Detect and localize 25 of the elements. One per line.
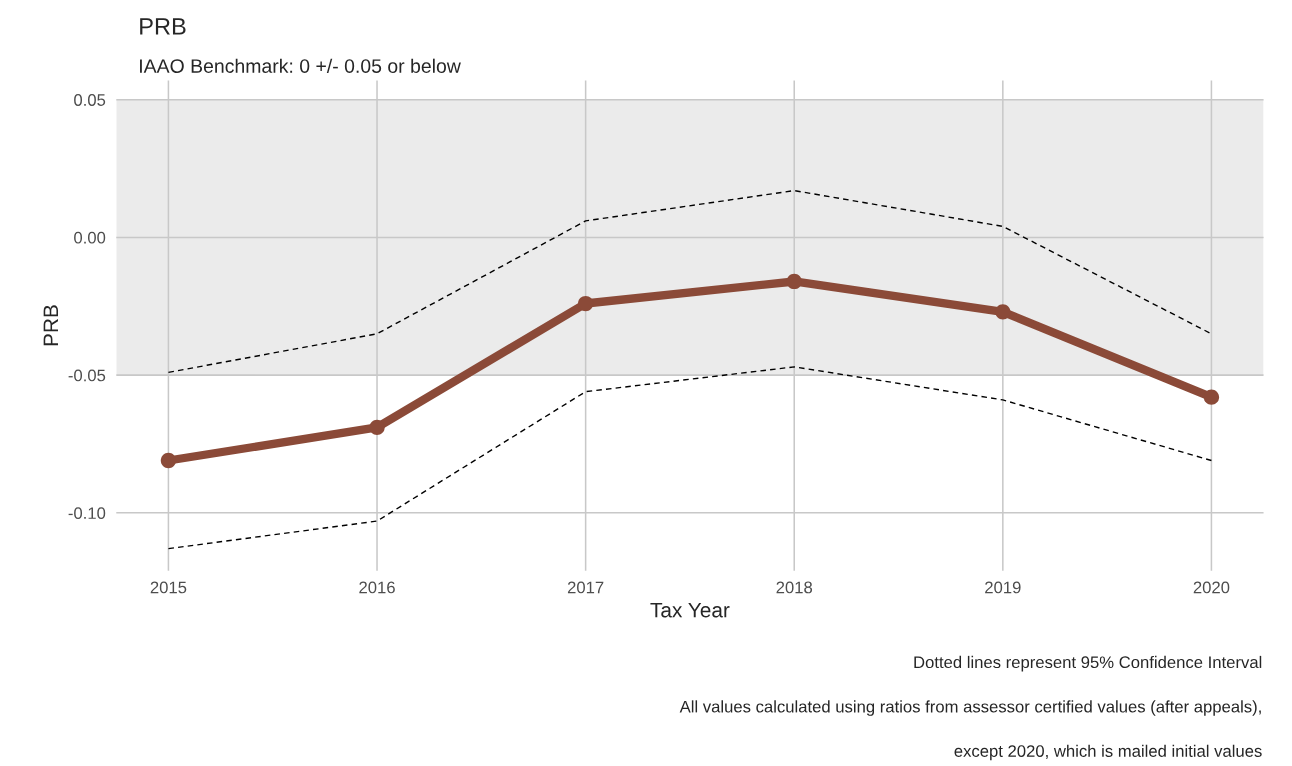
x-tick-label: 2015 xyxy=(150,581,187,594)
text: All values calculated using ratios from assessor certified values (after appeals), xyxy=(679,700,1261,716)
x-tick-label: 2020 xyxy=(1193,581,1230,594)
y-tick-label: -0.05 xyxy=(68,369,106,382)
chart-subtitle: IAAO Benchmark: 0 +/- 0.05 or below xyxy=(140,58,461,73)
point xyxy=(786,273,802,290)
x-tick-label: 2016 xyxy=(359,581,395,594)
line-series xyxy=(167,366,1213,550)
y-tick-label: 0.05 xyxy=(74,94,106,106)
y-tick-label: -0.10 xyxy=(68,507,106,520)
line-series xyxy=(167,189,1213,374)
point xyxy=(577,295,594,312)
y-axis-title: PRB xyxy=(43,305,58,346)
text: Dotted lines represent 95% Confidence Interval xyxy=(914,655,1262,672)
text: except 2020, which is mailed initial values xyxy=(954,744,1262,761)
x-axis-title: Tax Year xyxy=(650,602,730,618)
x-tick-label: 2018 xyxy=(776,581,813,594)
chart-title: PRB xyxy=(140,18,186,35)
y-tick-label: 0.00 xyxy=(74,231,106,244)
x-tick-label: 2019 xyxy=(985,581,1021,594)
point xyxy=(995,304,1011,320)
point xyxy=(1203,389,1220,405)
point xyxy=(160,452,177,469)
point xyxy=(369,419,385,436)
x-tick-label: 2017 xyxy=(567,581,604,594)
